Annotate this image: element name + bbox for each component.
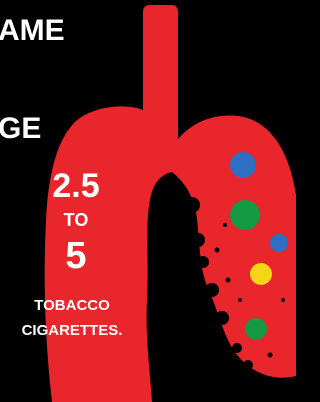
trachea (143, 5, 178, 160)
dot-green (230, 200, 260, 230)
dot-yellow (250, 263, 272, 285)
page: {"header": {"line1": "AME", "line2": "GE… (0, 0, 296, 402)
header-line: AME (0, 14, 65, 47)
dot-blue-small (270, 234, 288, 252)
range-joiner: TO (64, 210, 89, 230)
infographic: AME GE 2.5 TO 5 TOBACCO CIGARETTES. (0, 0, 296, 402)
range-to: 5 (65, 235, 86, 277)
header-line: GE (0, 112, 41, 145)
dot-green-small (245, 318, 267, 340)
unit-line: TOBACCO (34, 297, 110, 314)
dot-blue (230, 152, 256, 178)
range-from: 2.5 (52, 167, 99, 205)
unit-line: CIGARETTES. (22, 322, 123, 339)
